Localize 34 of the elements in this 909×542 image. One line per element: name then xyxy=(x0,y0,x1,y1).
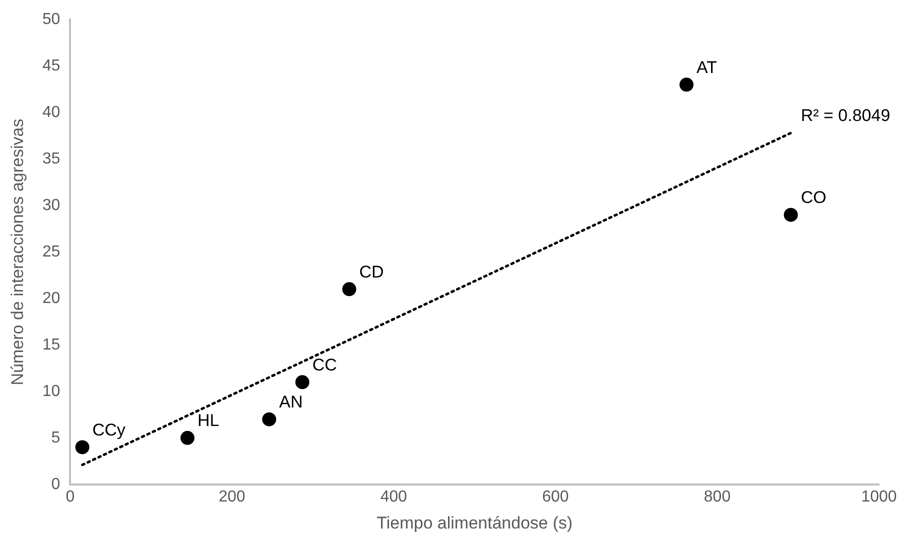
x-tick-label: 200 xyxy=(218,488,246,506)
y-tick-label: 50 xyxy=(42,11,60,28)
y-tick-label: 35 xyxy=(42,150,60,168)
annotation: R² = 0.8049 xyxy=(800,106,890,126)
x-tick-label: 800 xyxy=(704,488,731,506)
y-tick-label: 15 xyxy=(42,336,60,354)
y-tick-label: 45 xyxy=(42,57,60,74)
point xyxy=(262,412,276,426)
x-tick-label: 1000 xyxy=(861,488,897,506)
y-tick-label: 30 xyxy=(42,196,60,214)
x-axis-title: Tiempo alimentándose (s) xyxy=(376,513,573,532)
annotation: CO xyxy=(800,188,826,208)
y-tick-label: 5 xyxy=(51,429,60,446)
x-tick-label: 0 xyxy=(66,488,75,506)
x-tick-label: 600 xyxy=(542,488,569,506)
y-tick-label: 20 xyxy=(42,290,60,307)
annotation: CD xyxy=(359,262,384,282)
y-tick-label: 0 xyxy=(51,476,60,493)
point xyxy=(342,282,356,296)
point xyxy=(75,440,90,454)
point xyxy=(680,78,694,92)
point xyxy=(180,430,194,445)
x-tick-label: 400 xyxy=(380,488,408,506)
point xyxy=(295,375,310,390)
y-tick-label: 25 xyxy=(42,243,60,260)
point xyxy=(784,208,798,222)
y-tick-label: 40 xyxy=(42,104,60,121)
annotation: AN xyxy=(279,392,303,412)
annotation: HL xyxy=(197,411,220,430)
y-axis-title: Número de interacciones agresivas xyxy=(8,118,27,386)
annotation: CC xyxy=(312,355,337,374)
annotation: AT xyxy=(696,58,717,77)
annotation: CCy xyxy=(92,420,126,440)
y-tick-label: 10 xyxy=(42,382,60,400)
